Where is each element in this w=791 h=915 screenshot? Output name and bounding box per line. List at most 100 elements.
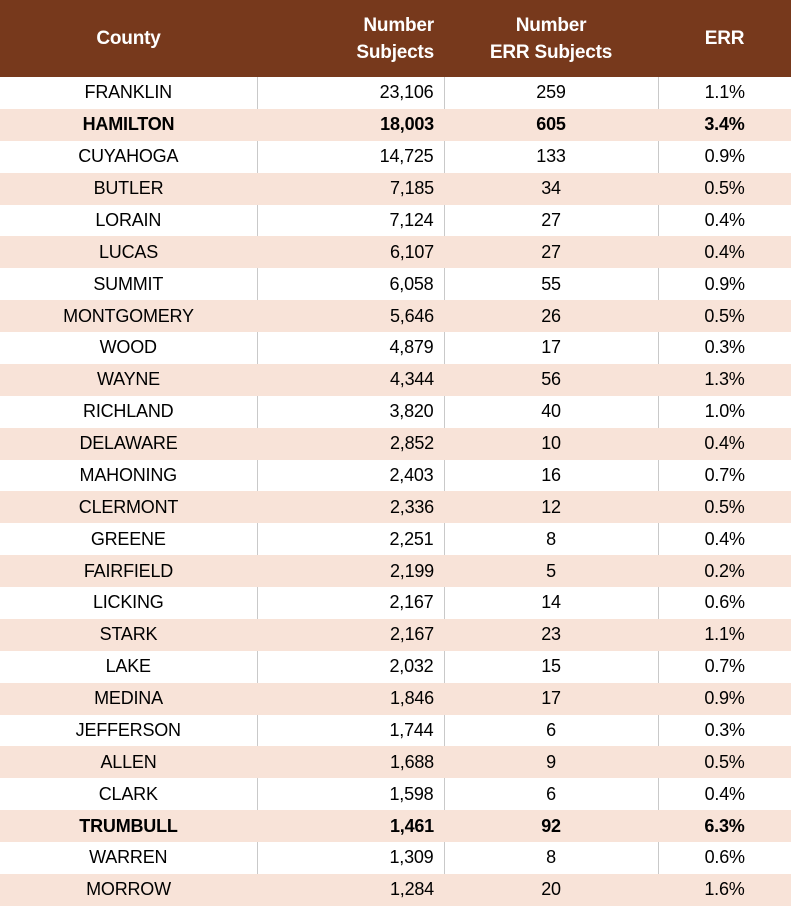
cell-number-subjects: 2,251 <box>256 523 444 556</box>
table-row: MONTGOMERY 5,646 26 0.5% <box>0 300 791 332</box>
table-row: WAYNE 4,344 56 1.3% <box>0 363 791 396</box>
cell-county: MORROW <box>0 873 257 906</box>
cell-err: 1.6% <box>658 873 791 906</box>
cell-err: 0.4% <box>657 523 791 556</box>
cell-err: 0.4% <box>658 427 791 460</box>
cell-err: 0.9% <box>658 682 791 715</box>
cell-county: FAIRFIELD <box>0 555 257 587</box>
header-number-err-subjects-line1: Number <box>515 14 587 36</box>
header-number-err-subjects-line2: ERR Subjects <box>489 41 613 63</box>
table-row: BUTLER 7,185 34 0.5% <box>0 172 791 205</box>
cell-number-err-subjects: 16 <box>443 459 658 492</box>
cell-county: WARREN <box>0 842 257 874</box>
cell-number-err-subjects: 14 <box>443 587 658 619</box>
cell-number-err-subjects: 8 <box>443 842 658 874</box>
cell-number-err-subjects: 9 <box>444 746 658 779</box>
cell-number-err-subjects: 17 <box>443 332 658 364</box>
cell-err: 0.5% <box>658 491 791 524</box>
cell-err: 1.1% <box>657 77 791 109</box>
cell-county: MAHONING <box>0 459 257 492</box>
header-number-subjects: Number Subjects <box>257 0 444 77</box>
cell-county: FRANKLIN <box>0 77 257 109</box>
cell-number-subjects: 2,336 <box>257 491 444 524</box>
cell-err: 0.4% <box>657 778 791 811</box>
cell-number-subjects: 7,124 <box>256 204 444 237</box>
cell-county: CLERMONT <box>0 491 257 524</box>
cell-number-subjects: 1,598 <box>256 778 444 811</box>
cell-number-err-subjects: 26 <box>444 300 658 332</box>
cell-number-err-subjects: 6 <box>443 714 658 747</box>
header-number-subjects-line2: Subjects <box>356 41 434 63</box>
cell-number-err-subjects: 20 <box>444 873 658 906</box>
cell-number-err-subjects: 27 <box>443 204 658 237</box>
cell-county: SUMMIT <box>0 268 257 301</box>
table-body: FRANKLIN 23,106 259 1.1% HAMILTON 18,003 605 3.… <box>0 77 791 906</box>
cell-number-err-subjects: 40 <box>443 395 658 428</box>
table-row: GREENE 2,251 8 0.4% <box>0 523 791 556</box>
table-row: FAIRFIELD 2,199 5 0.2% <box>0 555 791 587</box>
cell-number-subjects: 2,167 <box>256 587 444 619</box>
cell-number-subjects: 2,167 <box>257 618 444 651</box>
cell-number-err-subjects: 605 <box>444 108 658 141</box>
cell-number-subjects: 6,107 <box>257 236 444 269</box>
cell-err: 0.5% <box>658 172 791 205</box>
table-row: STARK 2,167 23 1.1% <box>0 618 791 651</box>
cell-number-subjects: 2,032 <box>256 650 444 683</box>
cell-number-subjects: 1,688 <box>257 746 444 779</box>
table-row: RICHLAND 3,820 40 1.0% <box>0 395 791 428</box>
cell-err: 1.0% <box>657 395 791 428</box>
cell-err: 0.3% <box>657 714 791 747</box>
cell-number-subjects: 4,879 <box>256 332 444 364</box>
cell-county: ALLEN <box>0 746 257 779</box>
cell-err: 0.5% <box>658 746 791 779</box>
table-row: WARREN 1,309 8 0.6% <box>0 842 791 874</box>
header-number-subjects-line1: Number <box>363 14 434 36</box>
cell-county: GREENE <box>0 523 257 556</box>
cell-number-err-subjects: 56 <box>444 363 658 396</box>
cell-county: LUCAS <box>0 236 257 269</box>
cell-err: 6.3% <box>658 810 791 842</box>
cell-err: 0.9% <box>657 140 791 173</box>
cell-number-err-subjects: 133 <box>443 140 658 173</box>
cell-number-subjects: 6,058 <box>256 268 444 301</box>
cell-err: 0.5% <box>658 300 791 332</box>
cell-county: WOOD <box>0 332 257 364</box>
cell-county: STARK <box>0 618 257 651</box>
cell-number-subjects: 1,284 <box>257 873 444 906</box>
cell-county: LICKING <box>0 587 257 619</box>
table-row: WOOD 4,879 17 0.3% <box>0 332 791 364</box>
cell-county: MEDINA <box>0 682 257 715</box>
cell-number-err-subjects: 27 <box>444 236 658 269</box>
header-err: ERR <box>658 0 791 77</box>
table-row: LUCAS 6,107 27 0.4% <box>0 236 791 269</box>
cell-county: RICHLAND <box>0 395 257 428</box>
table-row: LAKE 2,032 15 0.7% <box>0 650 791 683</box>
cell-county: TRUMBULL <box>0 810 257 842</box>
table-row: JEFFERSON 1,744 6 0.3% <box>0 714 791 747</box>
cell-number-subjects: 18,003 <box>257 108 444 141</box>
header-err-label: ERR <box>704 28 745 49</box>
cell-err: 0.6% <box>657 842 791 874</box>
cell-number-subjects: 2,199 <box>257 555 444 587</box>
cell-number-err-subjects: 34 <box>444 172 658 205</box>
cell-number-subjects: 23,106 <box>256 77 444 109</box>
cell-err: 0.4% <box>657 204 791 237</box>
table-row: CLERMONT 2,336 12 0.5% <box>0 491 791 524</box>
table-header: County Number Subjects Number ERR Subjec… <box>0 0 791 77</box>
cell-county: MONTGOMERY <box>0 300 257 332</box>
cell-county: JEFFERSON <box>0 714 257 747</box>
cell-err: 0.4% <box>658 236 791 269</box>
cell-number-subjects: 4,344 <box>257 363 444 396</box>
table-row: SUMMIT 6,058 55 0.9% <box>0 268 791 301</box>
table-row: CLARK 1,598 6 0.4% <box>0 778 791 811</box>
table-row: LORAIN 7,124 27 0.4% <box>0 204 791 237</box>
cell-number-err-subjects: 23 <box>444 618 658 651</box>
table-row: MORROW 1,284 20 1.6% <box>0 873 791 906</box>
cell-number-subjects: 7,185 <box>257 172 444 205</box>
cell-number-err-subjects: 55 <box>443 268 658 301</box>
cell-number-err-subjects: 92 <box>444 810 658 842</box>
cell-err: 0.9% <box>657 268 791 301</box>
cell-number-err-subjects: 8 <box>443 523 658 556</box>
table-row: MEDINA 1,846 17 0.9% <box>0 682 791 715</box>
